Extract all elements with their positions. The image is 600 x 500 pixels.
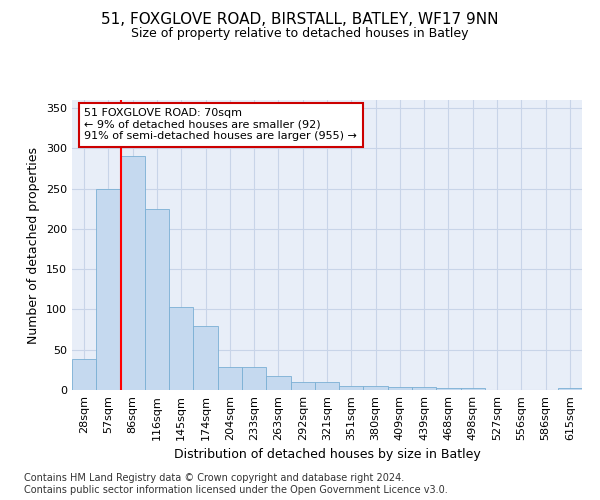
Bar bbox=[461, 388, 485, 390]
Bar bbox=[266, 376, 290, 390]
Text: Contains HM Land Registry data © Crown copyright and database right 2024.
Contai: Contains HM Land Registry data © Crown c… bbox=[24, 474, 448, 495]
Bar bbox=[96, 188, 121, 390]
Bar bbox=[193, 326, 218, 390]
Bar bbox=[364, 386, 388, 390]
Bar bbox=[169, 307, 193, 390]
Bar bbox=[145, 209, 169, 390]
Y-axis label: Number of detached properties: Number of detached properties bbox=[28, 146, 40, 344]
Bar bbox=[242, 366, 266, 390]
Text: Size of property relative to detached houses in Batley: Size of property relative to detached ho… bbox=[131, 28, 469, 40]
Bar bbox=[558, 388, 582, 390]
Bar bbox=[436, 388, 461, 390]
Text: 51 FOXGLOVE ROAD: 70sqm
← 9% of detached houses are smaller (92)
91% of semi-det: 51 FOXGLOVE ROAD: 70sqm ← 9% of detached… bbox=[84, 108, 357, 142]
Bar bbox=[290, 382, 315, 390]
Bar bbox=[121, 156, 145, 390]
Bar bbox=[218, 366, 242, 390]
Bar bbox=[72, 360, 96, 390]
Bar bbox=[315, 382, 339, 390]
Bar bbox=[339, 386, 364, 390]
Text: 51, FOXGLOVE ROAD, BIRSTALL, BATLEY, WF17 9NN: 51, FOXGLOVE ROAD, BIRSTALL, BATLEY, WF1… bbox=[101, 12, 499, 28]
Bar bbox=[412, 387, 436, 390]
X-axis label: Distribution of detached houses by size in Batley: Distribution of detached houses by size … bbox=[173, 448, 481, 462]
Bar bbox=[388, 387, 412, 390]
